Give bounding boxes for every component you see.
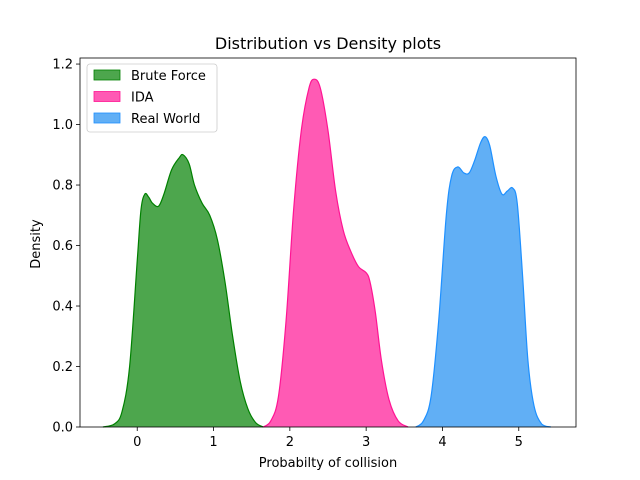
y-axis-label: Density	[29, 219, 44, 269]
x-tick-label-2: 2	[286, 435, 294, 450]
y-tick-label-5: 1.0	[52, 118, 73, 133]
density-line-0	[102, 153, 264, 428]
legend-label-2: Real World	[131, 112, 200, 127]
chart-title: Distribution vs Density plots	[215, 34, 441, 53]
plot-area	[102, 78, 552, 428]
y-tick-label-6: 1.2	[52, 58, 73, 73]
x-tick-label-3: 3	[362, 435, 370, 450]
density-line-1	[262, 78, 409, 428]
density-area-0	[102, 154, 264, 427]
y-tick-label-0: 0.0	[52, 421, 73, 436]
y-tick-label-4: 0.8	[52, 179, 73, 194]
x-axis-label: Probabilty of collision	[259, 456, 397, 471]
legend: Brute Force IDA Real World	[86, 63, 218, 133]
plot-frame	[79, 57, 577, 428]
density-area-2	[415, 136, 551, 427]
y-tick-label-1: 0.2	[52, 360, 73, 375]
density-area-1	[263, 79, 409, 428]
legend-swatch-1	[93, 91, 121, 102]
axes: 0 1 2 3 4 5 0.0 0.2 0.4 0.6 0.8 1.0 1.2	[52, 57, 577, 450]
legend-label-1: IDA	[131, 91, 154, 106]
legend-label-0: Brute Force	[131, 69, 206, 84]
y-tick-label-2: 0.4	[52, 300, 73, 315]
y-tick-label-3: 0.6	[52, 239, 73, 254]
x-tick-label-5: 5	[515, 435, 523, 450]
x-tick-label-4: 4	[438, 435, 446, 450]
x-tick-label-1: 1	[209, 435, 217, 450]
legend-swatch-0	[93, 69, 121, 81]
legend-swatch-2	[93, 112, 121, 124]
x-tick-label-0: 0	[133, 435, 141, 450]
density-line-2	[415, 135, 552, 428]
